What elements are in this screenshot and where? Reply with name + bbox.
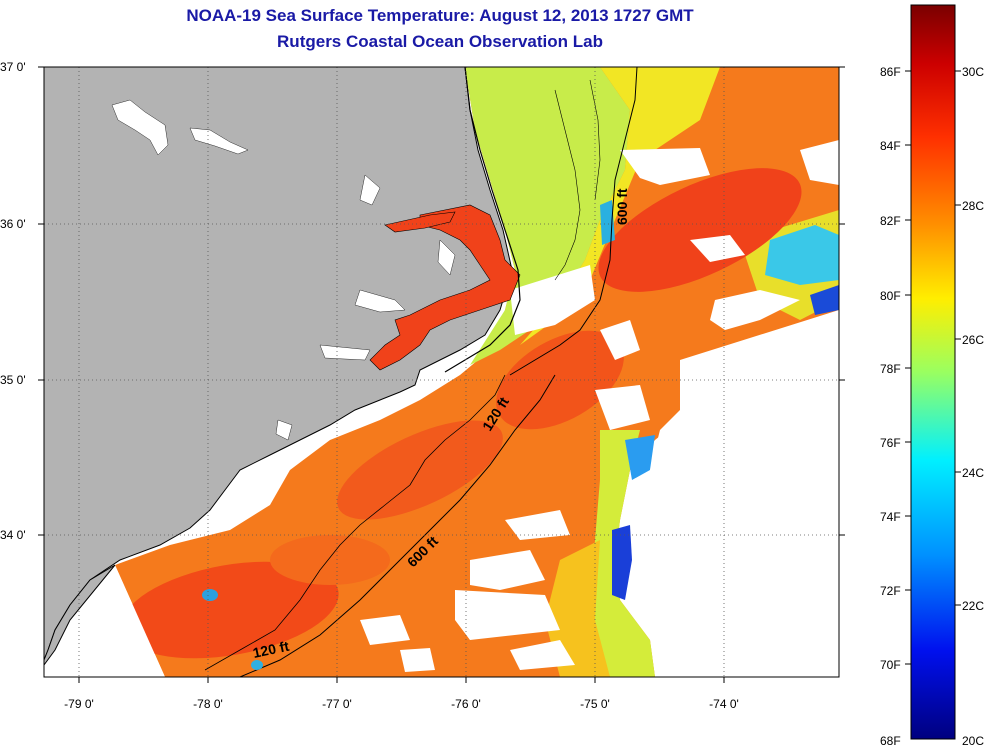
lat-label: 36 0' [0,217,26,231]
sound-water [369,204,521,371]
cloud-gap [510,640,575,670]
lon-label: -77 0' [322,697,352,711]
land-mass-south [43,564,116,667]
sst-cold-edge [765,225,839,285]
colorbar-f-label: 70F [880,658,901,672]
map-frame [43,66,840,678]
sst-hot-patch [337,420,503,520]
swath-edge [60,565,165,677]
colorbar-c-label: 22C [962,599,984,613]
contour-600ft-north [509,67,638,376]
lon-label: -76 0' [451,697,481,711]
sst-cold-edge [810,285,839,315]
cloud-gap [505,510,570,540]
inland-water [111,99,456,441]
cloud-gap [640,310,839,677]
sst-hot-patch [598,168,802,292]
colorbar-c-label: 20C [962,734,984,748]
map-subtitle: Rutgers Coastal Ocean Observation Lab [277,32,603,51]
colorbar-f-label: 74F [880,510,901,524]
colorbar-f-label: 84F [880,139,901,153]
sst-cold-edge [625,435,655,480]
cold-spot [251,660,263,670]
cloud-gap [510,265,595,335]
sst-cool-north [465,67,630,365]
sst-cool-east [590,430,655,677]
cloud-gap [800,140,839,185]
colorbar-f-label: 86F [880,65,901,79]
map-title: NOAA-19 Sea Surface Temperature: August … [186,6,694,25]
lat-label: 37 0' [0,60,26,74]
sst-yellow-north [520,67,720,345]
cloud-gap [690,235,745,262]
grid-lines [44,67,839,677]
cloud-gap [710,290,800,330]
cold-spot [202,589,218,601]
lon-label: -79 0' [64,697,94,711]
colorbar-ticks [905,70,961,665]
sound-water [384,211,456,233]
colorbar-f-label: 68F [880,734,901,748]
lat-label: 35 0' [0,373,26,387]
cloud-gap [595,385,650,430]
barrier-islands [444,67,521,373]
colorbar-c-label: 24C [962,466,984,480]
colorbar-f-label: 76F [880,436,901,450]
contour-coastal-lines [554,79,601,281]
axis-ticks [38,66,845,683]
cloud-gap [360,615,410,645]
lon-label: -75 0' [580,697,610,711]
colorbar-c-label: 26C [962,333,984,347]
colorbar [910,4,956,740]
colorbar-f-label: 72F [880,584,901,598]
colorbar-f-label: 78F [880,362,901,376]
cloud-gap [620,148,710,185]
cloud-gap [470,550,545,590]
colorbar-f-label: 80F [880,289,901,303]
lon-label: -78 0' [193,697,223,711]
sst-hot-patch [121,561,339,659]
contour-label: 120 ft [251,638,290,661]
sst-cold-edge [612,525,632,600]
colorbar-c-label: 28C [962,199,984,213]
colorbar-f-label: 82F [880,214,901,228]
colorbar-c-label: 30C [962,65,984,79]
cloud-gap [600,320,640,360]
cloud-gap [400,648,435,672]
contour-600ft-south [239,374,556,677]
lat-label: 34 0' [0,528,26,542]
contour-label: 600 ft [614,188,630,225]
lon-label: -74 0' [709,697,739,711]
sst-hot-patch [270,535,390,585]
cloud-gap [455,590,560,640]
